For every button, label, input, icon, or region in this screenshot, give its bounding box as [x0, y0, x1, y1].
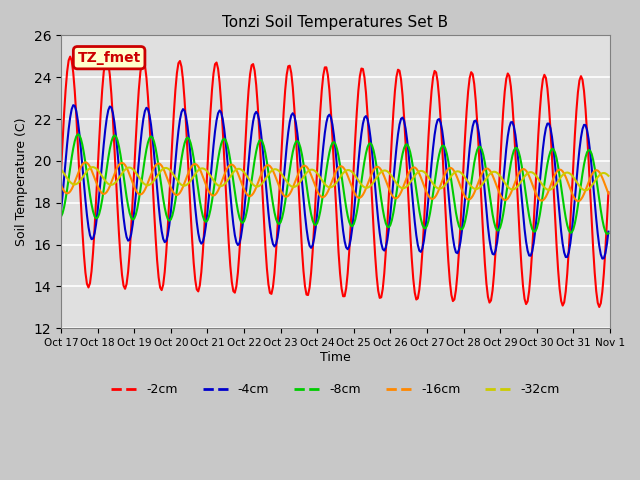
- Title: Tonzi Soil Temperatures Set B: Tonzi Soil Temperatures Set B: [223, 15, 449, 30]
- Text: TZ_fmet: TZ_fmet: [77, 51, 141, 65]
- Y-axis label: Soil Temperature (C): Soil Temperature (C): [15, 118, 28, 246]
- Legend: -2cm, -4cm, -8cm, -16cm, -32cm: -2cm, -4cm, -8cm, -16cm, -32cm: [106, 378, 564, 401]
- X-axis label: Time: Time: [320, 351, 351, 364]
